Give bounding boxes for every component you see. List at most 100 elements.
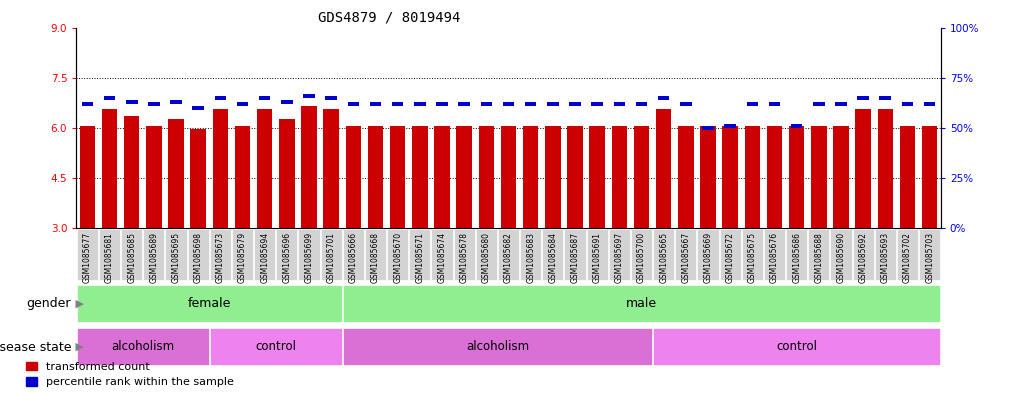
Bar [611,126,627,228]
Bar [880,95,891,100]
Text: GSM1085692: GSM1085692 [858,232,868,283]
Text: male: male [625,297,657,310]
Text: GSM1085700: GSM1085700 [637,232,646,283]
FancyBboxPatch shape [875,229,896,280]
Text: GSM1085694: GSM1085694 [260,232,270,283]
Bar [126,100,137,104]
Bar [613,102,625,106]
Bar [368,126,383,228]
Bar [480,102,492,106]
Text: GSM1085697: GSM1085697 [615,232,623,283]
Text: gender: gender [26,297,71,310]
Bar [323,109,339,228]
FancyBboxPatch shape [653,229,674,280]
Text: GSM1085670: GSM1085670 [394,232,402,283]
Bar [789,126,804,228]
Bar [680,102,692,106]
FancyBboxPatch shape [454,229,475,280]
FancyBboxPatch shape [298,229,319,280]
Bar [855,109,871,228]
FancyBboxPatch shape [210,229,231,280]
Text: ▶: ▶ [72,299,84,309]
Text: GSM1085699: GSM1085699 [304,232,313,283]
Text: GSM1085677: GSM1085677 [82,232,92,283]
Bar [370,102,381,106]
Bar [744,126,760,228]
Text: GSM1085669: GSM1085669 [704,232,713,283]
Bar [392,102,404,106]
FancyBboxPatch shape [210,328,342,365]
Bar [259,95,271,100]
Bar [237,102,248,106]
Text: GSM1085675: GSM1085675 [747,232,757,283]
Bar [502,102,515,106]
Bar [902,102,913,106]
Bar [833,126,849,228]
FancyBboxPatch shape [343,285,941,322]
Bar [192,106,204,110]
Bar [813,102,825,106]
Bar [722,126,738,228]
FancyBboxPatch shape [786,229,807,280]
FancyBboxPatch shape [121,229,142,280]
Bar [281,100,293,104]
Text: GSM1085695: GSM1085695 [172,232,181,283]
FancyBboxPatch shape [76,229,98,280]
FancyBboxPatch shape [254,229,276,280]
Text: control: control [776,340,817,353]
Bar [547,102,558,106]
Bar [235,126,250,228]
Bar [348,102,359,106]
FancyBboxPatch shape [387,229,408,280]
Bar [878,109,893,228]
FancyBboxPatch shape [343,229,364,280]
FancyBboxPatch shape [830,229,851,280]
Text: GSM1085668: GSM1085668 [371,232,380,283]
Text: GSM1085667: GSM1085667 [681,232,691,283]
Bar [591,102,603,106]
Bar [634,126,649,228]
Text: GSM1085702: GSM1085702 [903,232,912,283]
FancyBboxPatch shape [741,229,763,280]
Text: ▶: ▶ [72,342,84,352]
Bar [545,126,560,228]
Bar [656,109,671,228]
Bar [500,126,517,228]
Bar [215,95,226,100]
Text: GSM1085676: GSM1085676 [770,232,779,283]
Text: GSM1085686: GSM1085686 [792,232,801,283]
Text: GSM1085689: GSM1085689 [149,232,159,283]
Text: GSM1085698: GSM1085698 [193,232,202,283]
FancyBboxPatch shape [564,229,586,280]
Bar [678,126,694,228]
FancyBboxPatch shape [277,229,298,280]
Bar [168,119,184,228]
Text: GSM1085665: GSM1085665 [659,232,668,283]
Text: GSM1085666: GSM1085666 [349,232,358,283]
Bar [412,126,427,228]
Bar [900,126,915,228]
FancyBboxPatch shape [852,229,874,280]
FancyBboxPatch shape [631,229,652,280]
Bar [746,102,758,106]
Text: GSM1085691: GSM1085691 [593,232,602,283]
Bar [148,102,160,106]
FancyBboxPatch shape [764,229,785,280]
Bar [835,102,847,106]
Bar [923,102,936,106]
Bar [170,100,182,104]
Text: GSM1085680: GSM1085680 [482,232,491,283]
Bar [79,126,96,228]
Bar [213,109,228,228]
FancyBboxPatch shape [609,229,630,280]
FancyBboxPatch shape [520,229,541,280]
Text: GSM1085674: GSM1085674 [437,232,446,283]
Text: alcoholism: alcoholism [111,340,174,353]
FancyBboxPatch shape [719,229,740,280]
Text: GSM1085673: GSM1085673 [216,232,225,283]
Bar [769,102,780,106]
Bar [81,102,94,106]
Bar [525,102,537,106]
Text: GSM1085701: GSM1085701 [326,232,336,283]
FancyBboxPatch shape [919,229,941,280]
